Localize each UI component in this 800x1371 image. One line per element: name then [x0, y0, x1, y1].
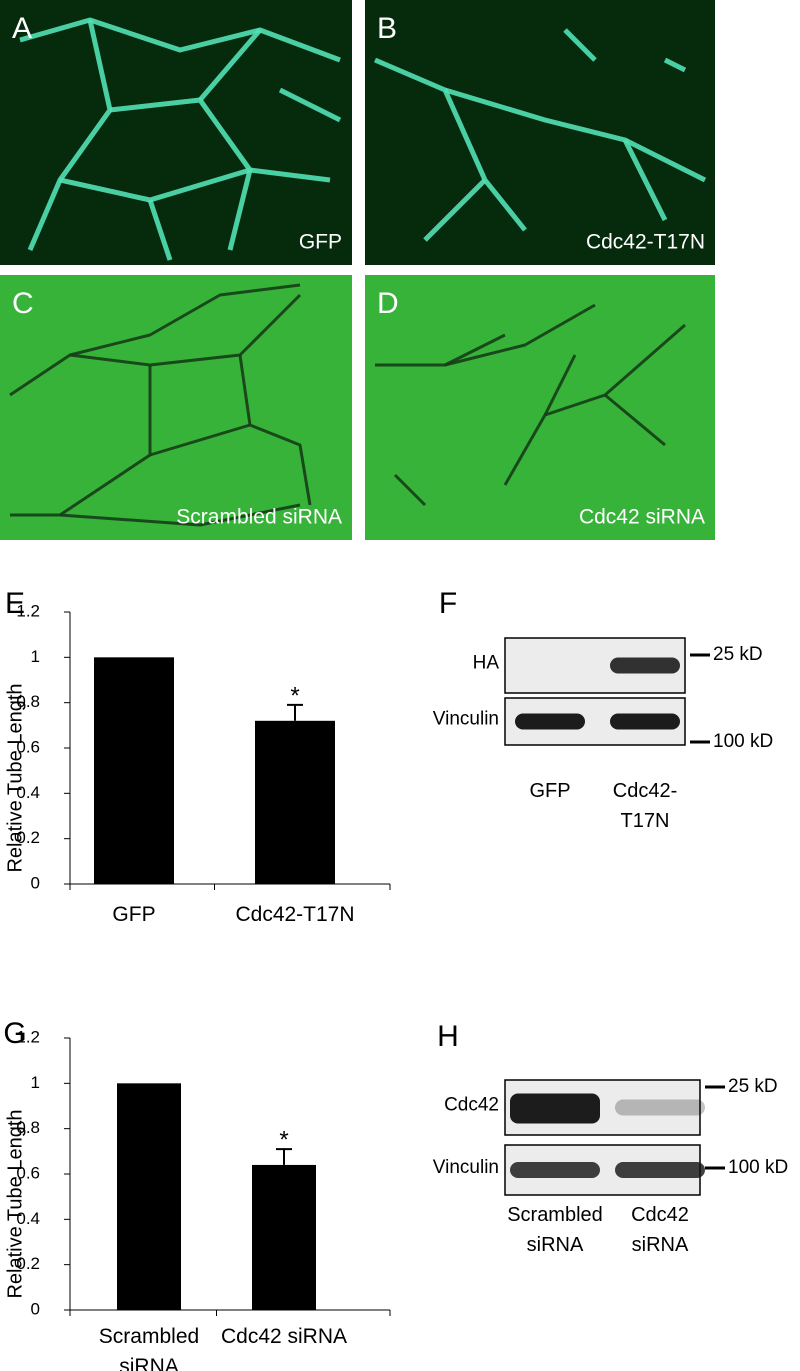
y-tick-label: 0.2: [16, 1254, 40, 1273]
vessel: [27, 19, 113, 251]
blot-band: [510, 1162, 600, 1178]
vessel: [69, 293, 302, 367]
vessel: [374, 57, 527, 232]
y-tick-label: 0.2: [16, 828, 40, 847]
vessel: [9, 283, 301, 397]
vessel: [109, 97, 253, 251]
x-tick-label: GFP: [112, 903, 156, 926]
vessel: [393, 473, 427, 507]
lane-label: Cdc42-T17N: [612, 780, 678, 832]
blot-band: [615, 1099, 705, 1116]
lane-label: GFP: [529, 780, 571, 802]
vessel: [503, 323, 686, 486]
micrograph: [0, 0, 352, 265]
micrograph: [365, 0, 715, 265]
bar: [252, 1164, 316, 1310]
y-axis-label: Relative Tube Length: [4, 683, 26, 872]
micrograph: [0, 275, 352, 540]
lane-label: Cdc42 siRNA: [631, 1204, 689, 1256]
blot-row-label: Vinculin: [433, 1157, 499, 1178]
vessel: [563, 28, 597, 62]
y-tick-label: 1.2: [16, 1027, 40, 1046]
y-axis-label: Relative Tube Length: [4, 1109, 26, 1298]
bar: [117, 1083, 181, 1310]
blot-band: [615, 1162, 705, 1178]
panel-caption: Cdc42-T17N: [586, 231, 705, 254]
error-bar: [287, 703, 303, 721]
vessel: [444, 87, 707, 183]
vessel: [622, 138, 668, 222]
blot-row-label: Cdc42: [444, 1095, 499, 1116]
marker-label: 100 kD: [728, 1157, 788, 1178]
y-tick-label: 1: [31, 1073, 40, 1092]
panel-label: G: [3, 1017, 26, 1050]
blot-band: [610, 657, 680, 674]
panel-caption: Scrambled siRNA: [176, 506, 342, 529]
vessel: [444, 303, 596, 367]
vessel: [663, 57, 687, 73]
vessel: [604, 393, 666, 447]
micrograph-background: [0, 275, 352, 540]
panel-caption: Cdc42 siRNA: [579, 506, 705, 529]
vessel: [543, 354, 577, 416]
y-tick-label: 0.4: [16, 1209, 40, 1228]
micrograph-background: [365, 275, 715, 540]
vessel: [59, 503, 301, 527]
panel-caption: GFP: [299, 231, 342, 254]
blot-row-label: HA: [473, 653, 500, 674]
y-tick-label: 0: [31, 873, 40, 892]
significance-label: *: [279, 1126, 288, 1153]
vessel: [147, 199, 173, 261]
vessel: [198, 28, 262, 102]
lane-label: Scrambled siRNA: [507, 1204, 603, 1256]
blot-band: [515, 713, 585, 730]
panel-label: C: [12, 287, 34, 320]
panel-label: E: [5, 587, 25, 620]
y-tick-label: 0.6: [16, 1163, 40, 1182]
marker-label: 25 kD: [728, 1076, 778, 1097]
marker-label: 100 kD: [713, 731, 773, 752]
y-tick-label: 0.8: [16, 1118, 40, 1137]
blot-row-label: Vinculin: [433, 709, 499, 730]
panel-label: F: [439, 587, 457, 620]
vessel: [149, 423, 251, 457]
blot-band: [510, 1093, 600, 1124]
vessel: [278, 87, 342, 123]
error-bar: [276, 1148, 292, 1165]
panel-label: B: [377, 12, 397, 45]
panel-label: A: [12, 12, 32, 45]
x-tick-label: Cdc42-T17N: [235, 903, 355, 926]
vessel: [423, 178, 487, 242]
vessel: [19, 17, 341, 63]
panel-label: H: [437, 1020, 459, 1053]
blot-band: [610, 713, 680, 730]
vessel: [10, 365, 152, 517]
y-tick-label: 1: [31, 647, 40, 666]
x-tick-label: Cdc42 siRNA: [220, 1325, 348, 1348]
bar: [94, 657, 174, 884]
y-tick-label: 1.2: [16, 601, 40, 620]
y-tick-label: 0.6: [16, 737, 40, 756]
y-tick-label: 0.8: [16, 692, 40, 711]
y-tick-label: 0.4: [16, 783, 40, 802]
micrograph: [365, 275, 715, 540]
y-tick-label: 0: [31, 1299, 40, 1318]
micrograph-background: [365, 0, 715, 265]
panel-label: D: [377, 287, 399, 320]
x-tick-label: Scrambled siRNA: [98, 1325, 200, 1371]
significance-label: *: [290, 682, 299, 709]
vessel: [249, 167, 331, 183]
vessel: [238, 354, 312, 506]
micrograph-background: [0, 0, 352, 265]
bar: [255, 720, 335, 884]
marker-label: 25 kD: [713, 644, 763, 665]
